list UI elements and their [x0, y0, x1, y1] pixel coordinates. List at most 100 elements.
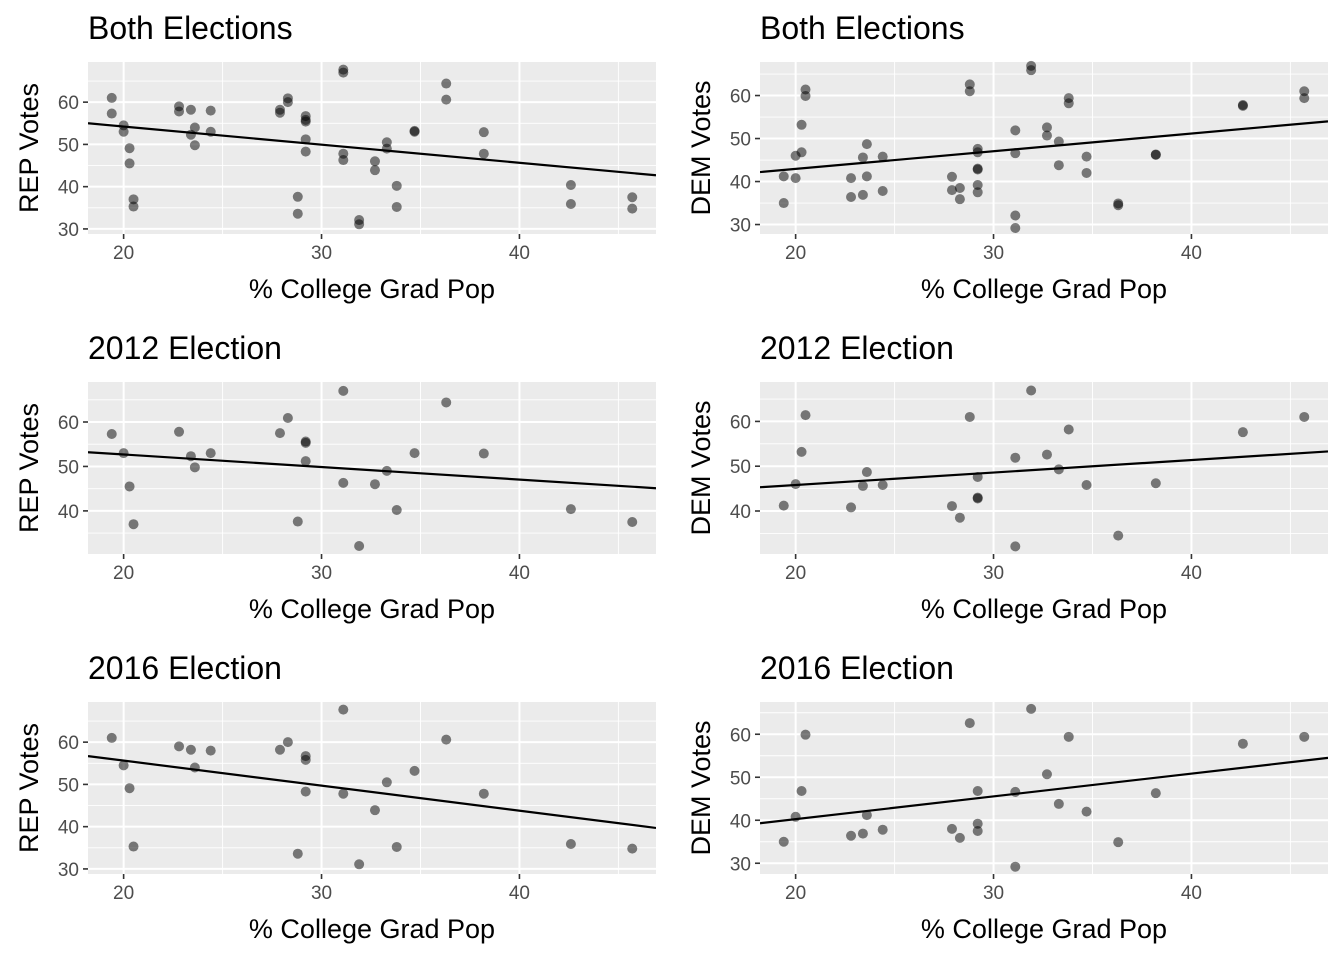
data-point — [189, 140, 200, 151]
data-point — [877, 151, 888, 162]
data-point — [1053, 798, 1064, 809]
x-tick-label: 20 — [785, 243, 806, 264]
data-point — [857, 828, 868, 839]
data-point — [796, 119, 807, 130]
plot-background — [88, 382, 656, 554]
data-point — [478, 448, 489, 459]
data-point — [778, 836, 789, 847]
data-point — [861, 810, 872, 821]
chart-title: 2012 Election — [88, 330, 282, 366]
data-point — [1026, 65, 1037, 76]
data-point — [627, 843, 638, 854]
y-tick-label: 30 — [730, 216, 751, 237]
data-point — [565, 179, 576, 190]
data-point — [106, 429, 117, 439]
data-point — [1041, 449, 1052, 460]
data-point — [954, 832, 965, 843]
y-axis-title: DEM Votes — [686, 720, 716, 855]
data-point — [300, 456, 311, 467]
data-point — [1063, 98, 1074, 109]
data-point — [972, 187, 983, 198]
data-point — [1299, 731, 1310, 742]
data-point — [1150, 478, 1161, 489]
y-axis-title: REP Votes — [14, 83, 44, 213]
data-point — [1063, 731, 1074, 742]
data-point — [118, 126, 129, 137]
data-point — [409, 448, 420, 459]
data-point — [354, 541, 365, 551]
data-point — [174, 741, 185, 752]
x-tick-label: 40 — [1181, 243, 1202, 264]
data-point — [391, 841, 402, 852]
chart-panel-2: Both Elections 20 30 40 30 40 50 60 % College Gr… — [686, 10, 1328, 304]
chart-panel-3: 2012 Election 20 30 40 40 50 60 % College Grad … — [14, 330, 656, 624]
data-point — [796, 446, 807, 457]
data-point — [846, 502, 857, 513]
data-point — [800, 729, 811, 740]
y-tick-label: 40 — [730, 502, 751, 523]
data-point — [946, 171, 957, 182]
data-point — [1010, 125, 1021, 136]
data-point — [189, 462, 200, 473]
data-point — [369, 805, 380, 816]
data-point — [354, 859, 365, 870]
y-tick-label: 60 — [730, 412, 751, 433]
data-point — [1010, 861, 1021, 872]
data-point — [1299, 86, 1310, 97]
data-point — [274, 744, 285, 755]
chart-title: 2012 Election — [760, 330, 954, 366]
data-point — [1026, 703, 1037, 714]
trend-line — [88, 451, 656, 490]
data-point — [972, 786, 983, 797]
chart-panel-1: Both Elections 20 30 40 30 40 50 60 % College Gr… — [14, 10, 656, 304]
data-point — [185, 744, 196, 755]
data-point — [946, 185, 957, 196]
data-point — [292, 516, 303, 527]
y-tick-label: 30 — [58, 860, 79, 881]
chart-panel-4: 2012 Election 20 30 40 40 50 60 % College Grad … — [686, 330, 1328, 624]
data-point — [282, 737, 293, 748]
data-point — [124, 143, 135, 154]
data-point — [300, 134, 311, 145]
data-point — [627, 203, 638, 214]
data-point — [972, 179, 983, 190]
y-tick-label: 40 — [58, 178, 79, 199]
x-axis-title: % College Grad Pop — [249, 594, 495, 624]
data-point — [118, 448, 129, 459]
plot-background — [88, 702, 656, 874]
data-point — [441, 94, 452, 105]
x-tick-label: 30 — [983, 883, 1004, 904]
data-point — [1010, 148, 1021, 159]
data-point — [627, 192, 638, 203]
data-point — [1299, 411, 1310, 422]
data-point — [106, 108, 117, 119]
x-tick-label: 30 — [311, 563, 332, 584]
data-point — [964, 718, 975, 729]
plot-background — [760, 702, 1328, 874]
x-axis-title: % College Grad Pop — [921, 594, 1167, 624]
data-point — [128, 194, 139, 205]
trend-line — [760, 756, 1328, 825]
data-point — [354, 219, 365, 230]
y-tick-label: 50 — [58, 135, 79, 156]
data-point — [369, 156, 380, 167]
trend-line — [88, 122, 656, 177]
x-tick-label: 40 — [1181, 883, 1202, 904]
data-point — [1081, 806, 1092, 817]
data-point — [565, 838, 576, 849]
data-point — [972, 164, 983, 175]
data-point — [1041, 769, 1052, 780]
data-point — [1053, 136, 1064, 147]
data-point — [1237, 738, 1248, 749]
y-tick-label: 30 — [730, 854, 751, 875]
x-tick-label: 30 — [311, 243, 332, 264]
y-axis-title: REP Votes — [14, 403, 44, 533]
data-point — [800, 90, 811, 101]
data-point — [1150, 788, 1161, 799]
data-point — [185, 104, 196, 115]
data-point — [972, 493, 983, 504]
data-point — [796, 147, 807, 158]
data-point — [790, 173, 801, 184]
plot-background — [760, 62, 1328, 234]
data-point — [778, 171, 789, 182]
